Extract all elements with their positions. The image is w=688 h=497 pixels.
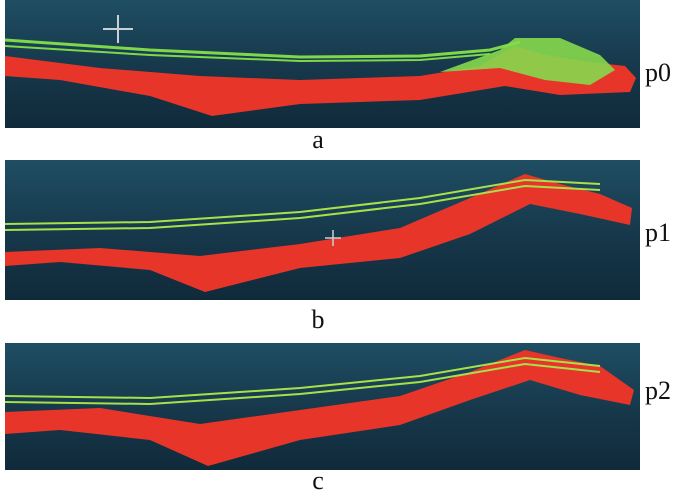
point-cloud-wire	[4, 356, 601, 400]
point-cloud-wire	[4, 184, 601, 231]
panel-a: a p0	[4, 0, 671, 154]
point-cloud-wire	[4, 362, 601, 406]
point-cloud-wire	[4, 38, 521, 59]
point-cloud-wire	[4, 45, 491, 63]
panel-c: c p2	[4, 343, 671, 495]
point-cloud-wire	[4, 178, 601, 225]
panel-b: b p1	[4, 160, 671, 334]
point-cloud-vegetation	[440, 38, 615, 85]
point-cloud-terrain	[5, 174, 632, 292]
cursor	[103, 15, 133, 43]
caption: a	[312, 125, 324, 154]
panel-tag: p2	[645, 376, 671, 405]
point-cloud-terrain	[5, 350, 634, 466]
caption: b	[312, 305, 325, 334]
cursor	[325, 230, 341, 246]
point-cloud-terrain	[5, 46, 636, 116]
panel-tag: p1	[645, 218, 671, 247]
panel-tag: p0	[645, 58, 671, 87]
caption: c	[312, 466, 324, 495]
